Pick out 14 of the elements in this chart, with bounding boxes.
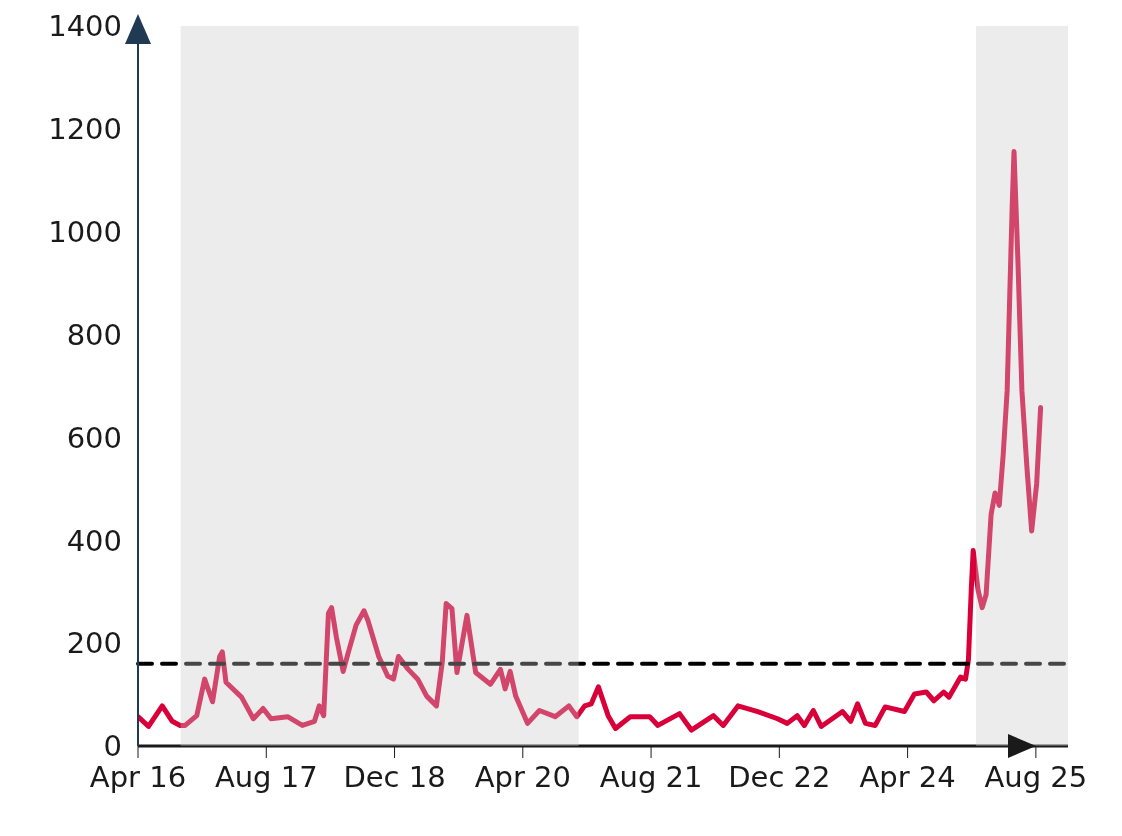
x-tick-label: Dec 18 [343,759,446,794]
x-tick-label: Aug 21 [599,759,703,794]
x-tick-label: Apr 24 [859,759,956,794]
x-tick-label: Aug 17 [214,759,318,794]
y-tick-label: 1400 [48,9,122,44]
y-tick-label: 1000 [48,215,122,250]
x-tick-label: Dec 22 [728,759,831,794]
y-tick-label: 1200 [48,112,122,147]
y-tick-label: 200 [66,626,122,661]
y-tick-label: 400 [66,523,122,558]
x-tick-label: Aug 25 [984,759,1088,794]
x-tick-label: Apr 20 [474,759,571,794]
y-tick-label: 800 [66,317,122,352]
y-tick-label: 600 [66,420,122,455]
